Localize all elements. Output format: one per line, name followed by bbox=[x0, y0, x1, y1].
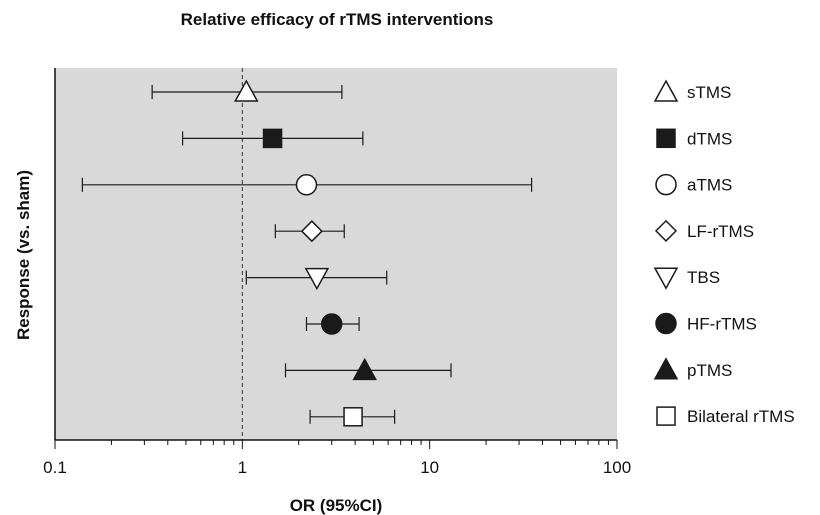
point-marker bbox=[234, 79, 259, 102]
legend-label: pTMS bbox=[687, 361, 732, 380]
x-tick-label: 100 bbox=[603, 458, 631, 477]
point-marker bbox=[295, 174, 318, 196]
legend-item: aTMS bbox=[655, 173, 732, 196]
legend-label: aTMS bbox=[687, 176, 732, 195]
legend-item: pTMS bbox=[653, 357, 732, 380]
legend-label: TBS bbox=[687, 268, 720, 287]
legend-item: LF-rTMS bbox=[654, 219, 754, 242]
legend-marker bbox=[653, 357, 679, 380]
legend-item: sTMS bbox=[653, 79, 731, 102]
x-tick-label: 0.1 bbox=[43, 458, 67, 477]
legend: sTMS dTMS aTMS LF-rTMS TBS HF-rTMS pTMS Bilater… bbox=[653, 79, 795, 426]
estimate-tbs bbox=[245, 267, 388, 291]
legend-marker bbox=[655, 312, 677, 335]
plot-background bbox=[55, 68, 617, 440]
legend-label: Bilateral rTMS bbox=[687, 407, 795, 426]
y-axis-label: Response (vs. sham) bbox=[14, 170, 33, 340]
legend-marker bbox=[656, 128, 676, 149]
legend-label: dTMS bbox=[687, 129, 732, 148]
legend-marker bbox=[653, 267, 679, 290]
point-marker bbox=[262, 128, 283, 149]
x-axis-label: OR (95%CI) bbox=[290, 496, 383, 515]
x-tick-label: 10 bbox=[420, 458, 439, 477]
legend-marker bbox=[654, 219, 678, 242]
point-marker bbox=[300, 220, 323, 243]
legend-label: LF-rTMS bbox=[687, 222, 754, 241]
point-marker bbox=[304, 267, 330, 291]
estimate-stms bbox=[151, 79, 343, 102]
x-axis-ticks bbox=[54, 440, 618, 449]
legend-label: sTMS bbox=[687, 83, 731, 102]
point-marker bbox=[343, 407, 363, 427]
estimate-lf-rtms bbox=[274, 220, 345, 243]
estimate-atms bbox=[81, 174, 533, 196]
data-points bbox=[81, 79, 533, 427]
legend-item: Bilateral rTMS bbox=[656, 406, 795, 426]
estimate-dtms bbox=[182, 128, 364, 149]
legend-label: HF-rTMS bbox=[687, 315, 757, 334]
point-marker bbox=[320, 313, 343, 335]
x-tick-label: 1 bbox=[238, 458, 247, 477]
legend-marker bbox=[655, 173, 677, 196]
estimate-hf-rtms bbox=[305, 313, 360, 335]
legend-marker bbox=[653, 79, 679, 102]
legend-item: dTMS bbox=[656, 128, 732, 149]
legend-item: TBS bbox=[653, 267, 720, 290]
chart-title: Relative efficacy of rTMS interventions bbox=[181, 10, 494, 29]
estimate-ptms bbox=[284, 357, 452, 381]
point-marker bbox=[352, 357, 377, 381]
legend-marker bbox=[656, 406, 676, 426]
estimate-bilateral-rtms bbox=[309, 407, 396, 427]
legend-item: HF-rTMS bbox=[655, 312, 757, 335]
x-tick-labels: 0.1 1 10 100 bbox=[43, 458, 631, 477]
